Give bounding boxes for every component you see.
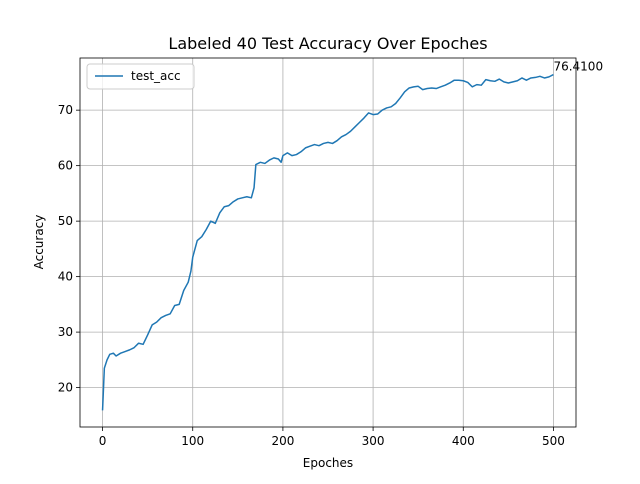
y-tick-label: 60 <box>58 159 73 173</box>
annotation: 76.4100 <box>553 60 603 74</box>
y-axis-label: Accuracy <box>32 215 46 270</box>
y-tick-label: 50 <box>58 214 73 228</box>
legend-label: test_acc <box>131 69 181 83</box>
y-tick-label: 30 <box>58 325 73 339</box>
x-tick-label: 400 <box>452 434 475 448</box>
x-tick-label: 100 <box>181 434 204 448</box>
x-tick-label: 200 <box>271 434 294 448</box>
y-tick-label: 70 <box>58 103 73 117</box>
data-line <box>101 73 554 411</box>
x-tick-label: 500 <box>542 434 565 448</box>
y-tick-label: 40 <box>58 270 73 284</box>
x-tick-label: 0 <box>99 434 107 448</box>
chart-title: Labeled 40 Test Accuracy Over Epoches <box>168 34 487 53</box>
x-axis-label: Epoches <box>303 456 353 470</box>
plot-frame <box>79 57 577 428</box>
x-tick-label: 300 <box>362 434 385 448</box>
y-tick-label: 20 <box>58 381 73 395</box>
legend-box <box>86 63 195 90</box>
